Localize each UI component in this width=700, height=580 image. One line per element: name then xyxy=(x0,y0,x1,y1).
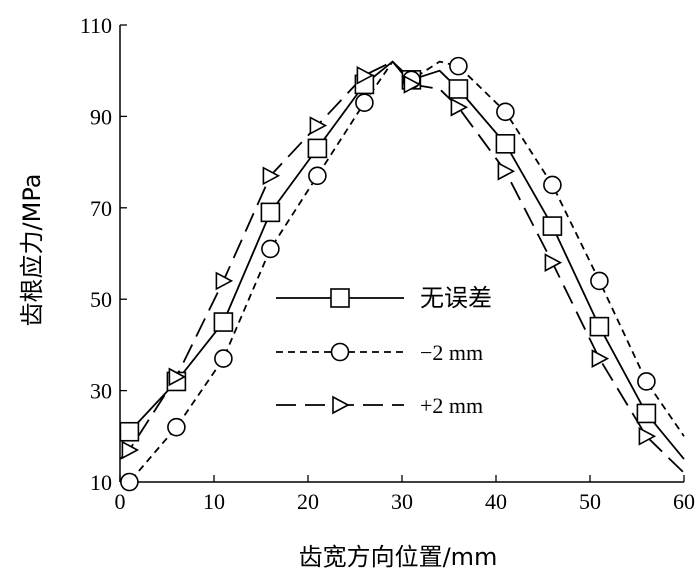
series-0-point xyxy=(542,216,563,236)
series-2-point xyxy=(497,161,516,181)
series-line-0 xyxy=(119,60,685,460)
y-tick-label: 10 xyxy=(90,470,112,495)
y-tick-label: 50 xyxy=(90,287,112,312)
series-1-point xyxy=(261,239,280,259)
series-1-point xyxy=(496,102,515,122)
x-axis-label: 齿宽方向位置/mm xyxy=(299,543,498,571)
x-tick-label: 40 xyxy=(485,489,507,514)
legend: 无误差 −2 mm +2 mm xyxy=(276,284,492,418)
series-1-point xyxy=(214,349,233,368)
series-2-point xyxy=(121,440,140,460)
series-1-point xyxy=(637,372,656,391)
series-2-point xyxy=(309,116,328,135)
series-0-point xyxy=(589,316,610,337)
legend-label-1: −2 mm xyxy=(420,340,483,365)
series-2-point xyxy=(544,253,563,272)
series-2-point xyxy=(638,426,657,446)
series-0-point xyxy=(307,138,328,159)
axes xyxy=(119,25,684,483)
series-1-point xyxy=(449,56,468,76)
y-tick-label: 70 xyxy=(90,196,112,221)
legend-marker-1 xyxy=(330,342,350,362)
series-1-point xyxy=(120,472,139,492)
series-2-point xyxy=(168,367,187,387)
series-0-point xyxy=(448,79,469,99)
series-1-point xyxy=(355,93,374,112)
series-0-point xyxy=(119,421,140,442)
x-tick-label: 10 xyxy=(203,489,225,514)
series-1-point xyxy=(590,271,609,291)
series-layer xyxy=(119,56,685,492)
series-1-point xyxy=(308,166,327,186)
series-0-point xyxy=(495,134,516,154)
x-tick-label: 0 xyxy=(115,489,126,514)
legend-marker-0 xyxy=(330,288,350,308)
series-1-point xyxy=(167,417,186,437)
series-line-2 xyxy=(119,60,685,474)
y-axis-label: 齿根应力/MPa xyxy=(18,174,46,327)
x-tick-label: 60 xyxy=(673,489,695,514)
series-2-point xyxy=(450,97,469,117)
x-tick-label: 30 xyxy=(391,489,413,514)
series-2-point xyxy=(215,271,234,291)
series-2-point xyxy=(262,166,281,186)
series-2-point xyxy=(403,75,422,94)
series-0-point xyxy=(213,312,234,332)
series-1-point xyxy=(543,175,562,195)
series-2-point xyxy=(356,65,375,85)
legend-marker-2 xyxy=(332,395,350,415)
legend-label-2: +2 mm xyxy=(420,393,483,418)
x-tick-label: 50 xyxy=(579,489,601,514)
y-tick-label: 90 xyxy=(90,104,112,129)
series-0-point xyxy=(260,202,281,223)
legend-label-0: 无误差 xyxy=(420,284,492,312)
series-2-point xyxy=(591,349,610,368)
y-tick-label: 30 xyxy=(90,379,112,404)
series-0-point xyxy=(636,403,657,424)
x-tick-label: 20 xyxy=(297,489,319,514)
y-tick-label: 110 xyxy=(80,13,112,38)
